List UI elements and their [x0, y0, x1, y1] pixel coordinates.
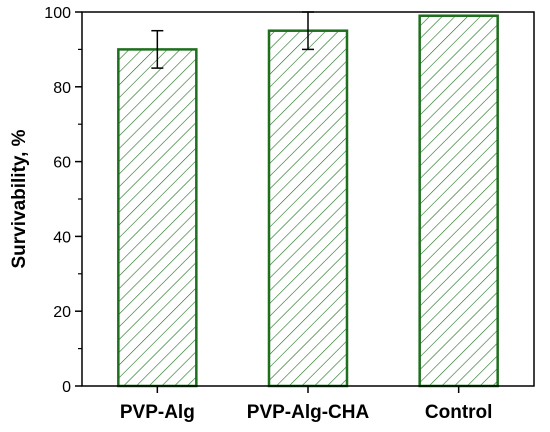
- y-tick-label: 60: [53, 155, 71, 172]
- bar-pvp-alg-cha: [267, 29, 349, 388]
- y-tick-label: 20: [53, 304, 71, 321]
- bars-layer: [117, 14, 499, 388]
- y-tick-label: 40: [53, 229, 71, 246]
- x-axis: PVP-Alg PVP-Alg-CHA Control: [120, 386, 493, 423]
- y-axis-title: Survivability, %: [9, 129, 30, 268]
- y-tick-label: 80: [53, 80, 71, 97]
- x-tick-label: Control: [425, 402, 493, 423]
- bar-control: [418, 14, 499, 388]
- y-tick-label: 0: [62, 379, 71, 396]
- bar-pvp-alg: [117, 48, 198, 388]
- y-tick-label: 100: [44, 5, 71, 22]
- x-tick-label: PVP-Alg: [120, 402, 195, 423]
- y-axis: 0 20 40 60 80 100: [44, 5, 82, 396]
- x-tick-label: PVP-Alg-CHA: [247, 402, 370, 423]
